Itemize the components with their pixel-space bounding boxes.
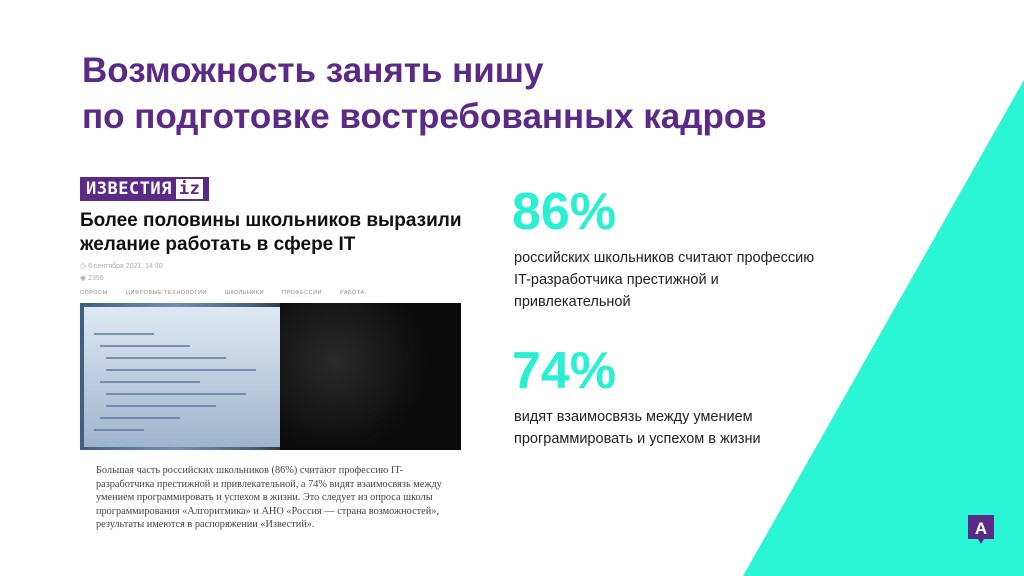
tag: ПРОФЕССИИ bbox=[282, 290, 323, 296]
slide-title: Возможность занять нишу по подготовке во… bbox=[82, 48, 767, 140]
article-tags: ОПРОСЫ ЦИФРОВЫЕ ТЕХНОЛОГИИ ШКОЛЬНИКИ ПРО… bbox=[80, 289, 365, 297]
stat-text-74: видят взаимосвязь между умением программ… bbox=[514, 409, 761, 447]
article-meta: ◷ 6 сентября 2021, 14:30 ◉ 2356 bbox=[80, 261, 163, 285]
code-screen bbox=[84, 307, 284, 447]
tag: ОПРОСЫ bbox=[80, 290, 108, 296]
stat-86: 86% российских школьников считают профес… bbox=[512, 184, 822, 313]
izvestia-logo: ИЗВЕСТИЯ iz bbox=[80, 177, 210, 201]
article-date: 6 сентября 2021, 14:30 bbox=[88, 263, 163, 270]
svg-text:A: A bbox=[975, 519, 987, 538]
article-views: 2356 bbox=[88, 275, 104, 282]
article-headline: Более половины школьников выразили желан… bbox=[80, 210, 462, 255]
stat-value-74: 74% bbox=[512, 342, 617, 400]
stat-text-86: российских школьников считают профессию … bbox=[514, 250, 815, 310]
stat-74: 74% видят взаимосвязь между умением прог… bbox=[512, 343, 822, 450]
tag: РАБОТА bbox=[340, 290, 365, 296]
article-body: Большая часть российских школьников (86%… bbox=[96, 465, 442, 530]
title-line-2: по подготовке востребованных кадров bbox=[82, 97, 767, 136]
stats-column: 86% российских школьников считают профес… bbox=[512, 184, 822, 450]
article-photo bbox=[80, 303, 461, 450]
algoritmika-logo-icon: A bbox=[968, 515, 994, 544]
tag: ШКОЛЬНИКИ bbox=[224, 290, 265, 296]
tag: ЦИФРОВЫЕ ТЕХНОЛОГИИ bbox=[125, 290, 207, 296]
title-line-1: Возможность занять нишу bbox=[82, 51, 544, 90]
person-silhouette bbox=[280, 303, 461, 450]
clock-icon: ◷ bbox=[80, 263, 89, 270]
stat-value-86: 86% bbox=[512, 183, 617, 241]
eye-icon: ◉ bbox=[80, 275, 89, 282]
article-screenshot: ИЗВЕСТИЯ iz Более половины школьников выр… bbox=[80, 177, 470, 532]
